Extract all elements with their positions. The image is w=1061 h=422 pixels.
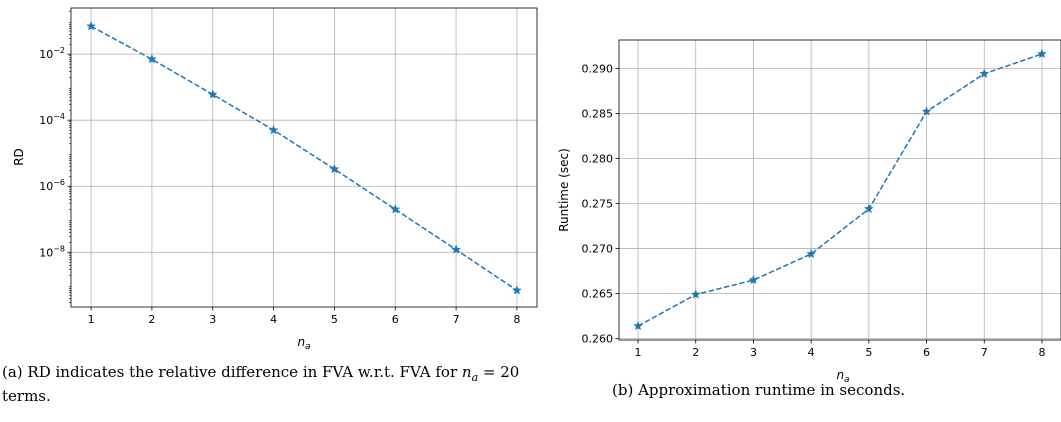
x-tick-label: 4 bbox=[270, 313, 277, 326]
x-tick-label: 1 bbox=[88, 313, 95, 326]
caption-a-var: n bbox=[461, 363, 472, 381]
x-tick-label: 2 bbox=[692, 346, 699, 359]
x-axis-label: na bbox=[297, 335, 310, 352]
y-tick-label: 0.265 bbox=[582, 288, 614, 301]
data-point bbox=[633, 320, 643, 331]
y-tick-label: 0.270 bbox=[582, 243, 614, 256]
plot-frame bbox=[618, 39, 1061, 341]
caption-a-sub: a bbox=[471, 371, 479, 384]
x-tick-label: 8 bbox=[1038, 346, 1045, 359]
y-axis-label: Runtime (sec) bbox=[557, 148, 571, 232]
y-tick-label: 10−4 bbox=[39, 112, 65, 127]
y-axis-label: RD bbox=[12, 148, 26, 166]
x-tick-label: 6 bbox=[923, 346, 930, 359]
plot-frame bbox=[70, 7, 538, 308]
data-point bbox=[147, 54, 157, 64]
data-point bbox=[806, 248, 817, 259]
x-axis-label: na bbox=[836, 368, 849, 385]
x-tick-label: 3 bbox=[750, 346, 757, 359]
x-tick-label: 5 bbox=[865, 346, 872, 359]
x-tick-label: 3 bbox=[209, 313, 216, 326]
x-tick-label: 1 bbox=[635, 346, 642, 359]
data-point bbox=[451, 244, 461, 254]
caption-a-text-end: = 20 terms. bbox=[2, 363, 520, 405]
data-point bbox=[329, 163, 340, 174]
data-point bbox=[863, 203, 874, 214]
data-point bbox=[268, 124, 279, 135]
y-tick-label: 10−6 bbox=[39, 178, 65, 193]
data-point bbox=[979, 68, 990, 78]
data-point bbox=[390, 204, 401, 214]
x-tick-label: 2 bbox=[148, 313, 155, 326]
series-line bbox=[637, 53, 1043, 327]
y-tick-label: 0.285 bbox=[582, 107, 614, 120]
caption-a-text: (a) RD indicates the relative difference… bbox=[2, 363, 462, 381]
y-tick-label: 0.280 bbox=[582, 152, 614, 165]
y-tick-label: 0.290 bbox=[582, 62, 614, 75]
y-tick-label: 0.275 bbox=[582, 198, 614, 211]
caption-b: (b) Approximation runtime in seconds. bbox=[612, 381, 906, 399]
series-line bbox=[90, 25, 518, 292]
data-point bbox=[690, 289, 701, 299]
chart-a: 1 2 3 4 5 6 7 8 10−2 10−4 10−6 10−8 na RD bbox=[12, 7, 538, 352]
y-tick-label: 10−8 bbox=[39, 244, 65, 259]
chart-b: 1 2 3 4 5 6 7 8 0.260 0.265 0.270 0.275 0.280 0.285 0.… bbox=[557, 39, 1061, 385]
x-tick-label: 6 bbox=[392, 313, 399, 326]
x-tick-label: 4 bbox=[808, 346, 815, 359]
x-tick-label: 8 bbox=[513, 313, 520, 326]
x-tick-label: 7 bbox=[981, 346, 988, 359]
y-tick-label: 10−2 bbox=[39, 46, 65, 61]
data-point bbox=[207, 89, 218, 99]
data-point bbox=[1037, 48, 1047, 59]
data-point bbox=[748, 274, 759, 285]
x-tick-label: 5 bbox=[331, 313, 338, 326]
data-point bbox=[921, 106, 932, 116]
x-tick-label: 7 bbox=[453, 313, 460, 326]
caption-a: (a) RD indicates the relative difference… bbox=[2, 363, 542, 406]
y-tick-label: 0.260 bbox=[582, 333, 614, 346]
data-point bbox=[86, 21, 96, 31]
data-point bbox=[512, 285, 522, 295]
